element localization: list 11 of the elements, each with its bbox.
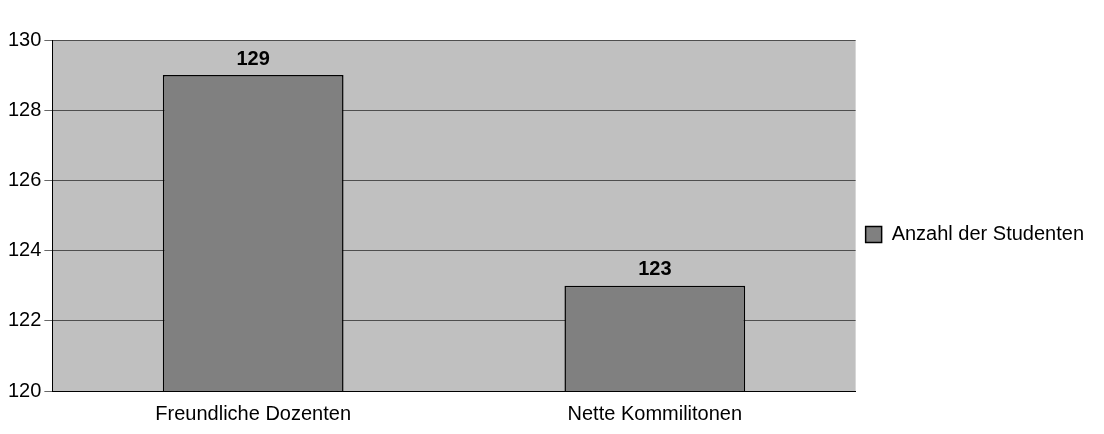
data-label: 123 — [638, 257, 672, 280]
x-tick-label: Nette Kommilitonen — [567, 401, 743, 424]
y-tick-label: 126 — [7, 167, 42, 190]
y-tick-label: 128 — [7, 97, 42, 120]
y-tick-label: 120 — [7, 378, 42, 401]
legend-label: Anzahl der Studenten — [891, 222, 1085, 245]
data-label: 129 — [236, 46, 270, 69]
x-tick-label: Freundliche Dozenten — [155, 401, 352, 424]
y-tick-label: 124 — [7, 238, 42, 261]
y-tick-label: 130 — [7, 27, 42, 50]
y-tick-label: 122 — [7, 308, 42, 331]
